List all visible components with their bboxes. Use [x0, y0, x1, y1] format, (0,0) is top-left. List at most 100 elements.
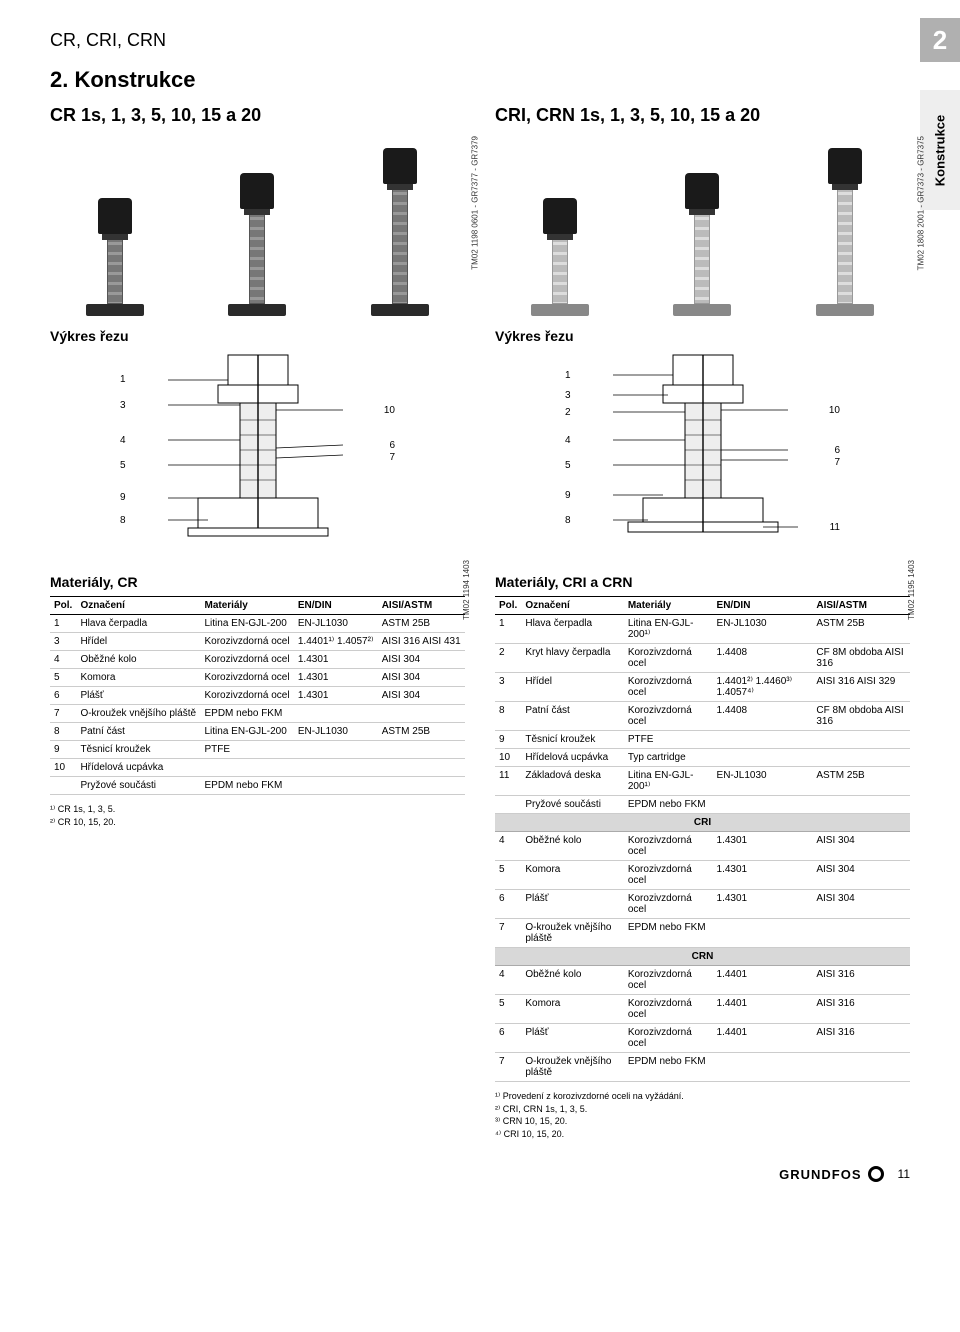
table-section-row: CRI: [495, 814, 910, 832]
table-cell: 1.4401²⁾ 1.4460³⁾ 1.4057⁴⁾: [713, 673, 813, 702]
table-cell: 1: [495, 615, 521, 644]
table-cell: Oběžné kolo: [76, 651, 200, 669]
table-cell: O-kroužek vnějšího pláště: [521, 919, 623, 948]
table-cell: Hlava čerpadla: [521, 615, 623, 644]
table-cell: EN-JL1030: [713, 615, 813, 644]
table-cell: ASTM 25B: [378, 615, 465, 633]
table-row: 2Kryt hlavy čerpadlaKorozivzdorná ocel1.…: [495, 644, 910, 673]
table-cell: ASTM 25B: [812, 767, 910, 796]
table-cell: Korozivzdorná ocel: [201, 633, 294, 651]
cutaway-drawing-left: [128, 350, 388, 550]
table-cell: 4: [495, 966, 521, 995]
table-cell: Hřídelová ucpávka: [521, 749, 623, 767]
table-cell: Těsnicí kroužek: [521, 731, 623, 749]
side-tab-label: Konstrukce: [933, 114, 948, 186]
table-cell: [713, 731, 813, 749]
table-cell: Hlava čerpadla: [76, 615, 200, 633]
table-header: Označení: [76, 597, 200, 615]
pump-body: [249, 209, 265, 304]
pump-body: [392, 184, 408, 304]
table-row: 7O-kroužek vnějšího pláštěEPDM nebo FKM: [495, 919, 910, 948]
pump-base: [371, 304, 429, 316]
pump-photo: [86, 198, 144, 316]
table-cell: AISI 316: [812, 966, 910, 995]
table-section-label: CRN: [495, 948, 910, 966]
table-cell: 1.4408: [713, 702, 813, 731]
callout-number: 4: [120, 435, 126, 446]
table-cell: Korozivzdorná ocel: [624, 966, 713, 995]
table-cell: EN-JL1030: [294, 615, 378, 633]
table-cell: 8: [495, 702, 521, 731]
pump-photo: [816, 148, 874, 316]
pump-motor: [383, 148, 417, 184]
table-cell: AISI 304: [378, 687, 465, 705]
footnote: ²⁾ CRI, CRN 1s, 1, 3, 5.: [495, 1103, 910, 1116]
left-mat-title: Materiály, CR: [50, 574, 465, 590]
right-notes: ¹⁾ Provedení z korozivzdorné oceli na vy…: [495, 1090, 910, 1140]
side-tab: Konstrukce: [920, 90, 960, 210]
footnote: ¹⁾ Provedení z korozivzdorné oceli na vy…: [495, 1090, 910, 1103]
table-row: 10Hřídelová ucpávkaTyp cartridge: [495, 749, 910, 767]
table-header: Materiály: [201, 597, 294, 615]
pump-base: [816, 304, 874, 316]
callout-number: 10: [829, 405, 840, 416]
footnote: ³⁾ CRN 10, 15, 20.: [495, 1115, 910, 1128]
table-cell: EPDM nebo FKM: [624, 919, 713, 948]
table-cell: Korozivzdorná ocel: [624, 1024, 713, 1053]
table-cell: CF 8M obdoba AISI 316: [812, 702, 910, 731]
table-cell: 11: [495, 767, 521, 796]
table-cell: [378, 741, 465, 759]
callout-number: 4: [565, 435, 571, 446]
table-cell: ASTM 25B: [378, 723, 465, 741]
table-row: 11Základová deskaLitina EN-GJL-200¹⁾EN-J…: [495, 767, 910, 796]
table-cell: EPDM nebo FKM: [201, 777, 294, 795]
pump-photo: [531, 198, 589, 316]
footnote: ¹⁾ CR 1s, 1, 3, 5.: [50, 803, 465, 816]
table-header: Pol.: [50, 597, 76, 615]
table-header: AISI/ASTM: [378, 597, 465, 615]
table-cell: Korozivzdorná ocel: [624, 832, 713, 861]
pump-base: [673, 304, 731, 316]
table-section-row: CRN: [495, 948, 910, 966]
table-cell: Korozivzdorná ocel: [624, 995, 713, 1024]
left-section-label: Výkres řezu: [50, 328, 465, 344]
right-column: CRI, CRN 1s, 1, 3, 5, 10, 15 a 20 TM02 1…: [495, 105, 910, 1140]
table-cell: 1: [50, 615, 76, 633]
table-cell: Hřídel: [521, 673, 623, 702]
table-row: 9Těsnicí kroužekPTFE: [495, 731, 910, 749]
callout-number: 3: [565, 390, 571, 401]
pump-base: [86, 304, 144, 316]
callout-number: 10: [384, 405, 395, 416]
table-cell: Komora: [521, 861, 623, 890]
table-cell: Hřídelová ucpávka: [76, 759, 200, 777]
table-cell: Patní část: [521, 702, 623, 731]
table-cell: [812, 919, 910, 948]
table-cell: PTFE: [624, 731, 713, 749]
table-row: 9Těsnicí kroužekPTFE: [50, 741, 465, 759]
table-header: EN/DIN: [294, 597, 378, 615]
table-cell: Patní část: [76, 723, 200, 741]
table-cell: 7: [495, 919, 521, 948]
right-title: CRI, CRN 1s, 1, 3, 5, 10, 15 a 20: [495, 105, 910, 126]
table-cell: AISI 304: [812, 861, 910, 890]
table-cell: 5: [495, 861, 521, 890]
table-row: Pryžové součástiEPDM nebo FKM: [50, 777, 465, 795]
table-row: 4Oběžné koloKorozivzdorná ocel1.4301AISI…: [50, 651, 465, 669]
table-cell: EPDM nebo FKM: [624, 796, 713, 814]
table-cell: [812, 796, 910, 814]
table-header: Materiály: [624, 597, 713, 615]
table-cell: Korozivzdorná ocel: [201, 651, 294, 669]
pump-motor: [240, 173, 274, 209]
table-cell: [378, 759, 465, 777]
right-photo-code: TM02 1808 2001 - GR7373 - GR7375: [916, 136, 925, 270]
table-row: 5KomoraKorozivzdorná ocel1.4301AISI 304: [495, 861, 910, 890]
table-cell: AISI 304: [378, 651, 465, 669]
table-cell: [294, 777, 378, 795]
table-cell: [201, 759, 294, 777]
table-cell: 6: [50, 687, 76, 705]
table-cell: AISI 316 AISI 329: [812, 673, 910, 702]
section-title: 2. Konstrukce: [50, 67, 910, 93]
table-cell: 4: [50, 651, 76, 669]
callout-number: 7: [834, 457, 840, 468]
table-cell: 1.4401: [713, 995, 813, 1024]
